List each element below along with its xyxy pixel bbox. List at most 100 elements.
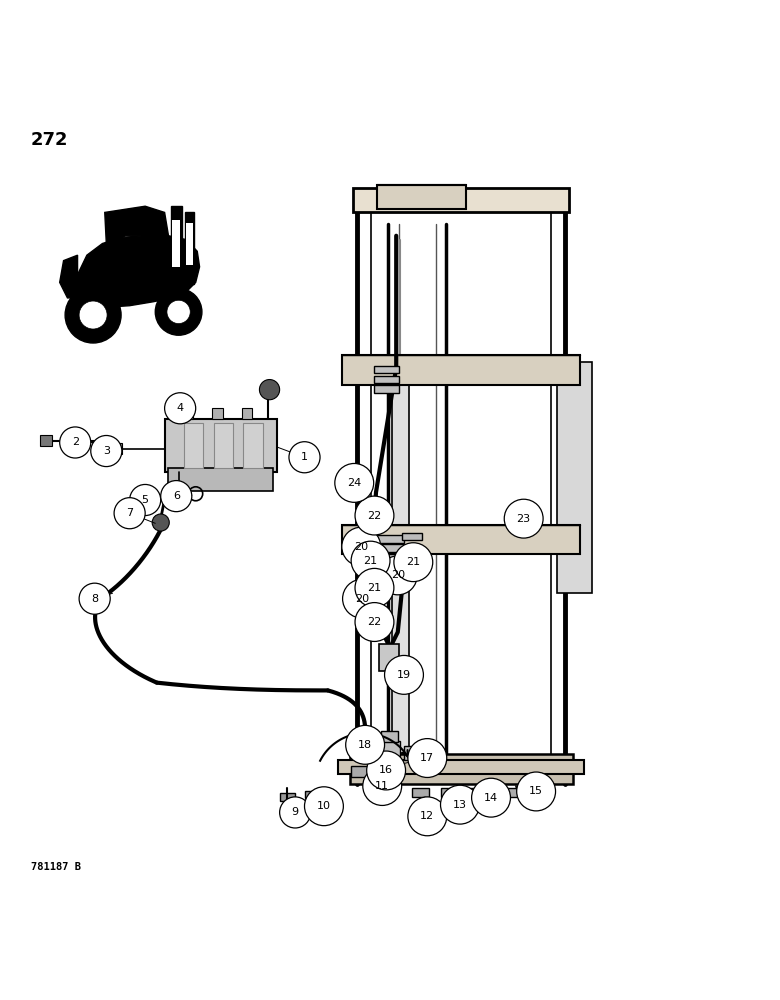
Text: 7: 7	[126, 508, 133, 518]
Text: 19: 19	[397, 670, 411, 680]
Circle shape	[355, 603, 394, 641]
Bar	[41, 435, 52, 446]
Bar	[186, 223, 193, 265]
Text: 12: 12	[420, 811, 434, 821]
Bar	[184, 423, 204, 468]
Text: 20: 20	[354, 542, 368, 552]
Text: 1: 1	[301, 452, 308, 462]
Text: 21: 21	[406, 557, 420, 567]
Text: 272: 272	[31, 131, 69, 149]
Text: 22: 22	[367, 617, 381, 627]
Bar	[557, 362, 592, 593]
Bar	[373, 767, 388, 776]
Bar	[441, 788, 458, 797]
Bar	[212, 408, 223, 419]
Circle shape	[516, 772, 555, 811]
Bar	[379, 644, 399, 671]
Circle shape	[79, 301, 107, 329]
Bar	[338, 760, 584, 774]
Text: 23: 23	[516, 514, 530, 524]
Circle shape	[408, 797, 447, 836]
Bar	[165, 419, 278, 472]
Bar	[402, 533, 422, 540]
Polygon shape	[105, 206, 168, 244]
Text: 6: 6	[172, 491, 179, 501]
Bar	[377, 185, 466, 209]
Circle shape	[351, 541, 390, 580]
Bar	[168, 468, 274, 491]
Text: 9: 9	[292, 807, 299, 817]
Text: 4: 4	[176, 403, 184, 413]
Text: 24: 24	[347, 478, 361, 488]
Circle shape	[60, 427, 90, 458]
Text: 781187 B: 781187 B	[31, 862, 81, 872]
Circle shape	[441, 785, 480, 824]
Text: 20: 20	[391, 570, 405, 580]
Circle shape	[355, 496, 394, 535]
Circle shape	[378, 556, 417, 595]
Bar	[392, 364, 410, 753]
Bar	[172, 488, 186, 497]
Circle shape	[260, 380, 280, 400]
Bar	[349, 754, 573, 784]
Text: 18: 18	[358, 740, 372, 750]
Text: 10: 10	[317, 801, 331, 811]
Circle shape	[504, 499, 543, 538]
Text: 17: 17	[420, 753, 434, 763]
Circle shape	[289, 442, 320, 473]
Circle shape	[79, 583, 110, 614]
Circle shape	[472, 778, 510, 817]
Text: 16: 16	[379, 765, 393, 775]
Text: 21: 21	[367, 583, 381, 593]
Circle shape	[385, 655, 424, 694]
Circle shape	[280, 797, 310, 828]
Circle shape	[90, 435, 122, 467]
Polygon shape	[60, 255, 77, 298]
Circle shape	[342, 527, 381, 566]
Circle shape	[363, 767, 402, 805]
Bar	[242, 408, 253, 419]
Bar	[501, 788, 518, 797]
Bar	[342, 355, 580, 385]
Bar	[353, 188, 569, 212]
Text: 5: 5	[142, 495, 149, 505]
Circle shape	[167, 300, 190, 324]
Bar	[351, 766, 370, 777]
Circle shape	[355, 568, 394, 607]
Bar	[374, 385, 399, 393]
Circle shape	[114, 498, 145, 529]
Bar	[304, 791, 324, 798]
Bar	[374, 535, 404, 543]
Circle shape	[65, 287, 121, 343]
Circle shape	[304, 787, 343, 826]
Text: 20: 20	[355, 594, 369, 604]
Circle shape	[161, 481, 192, 512]
Bar	[470, 788, 488, 797]
Bar	[183, 408, 193, 419]
Text: 8: 8	[91, 594, 98, 604]
Circle shape	[152, 514, 169, 531]
Bar	[280, 793, 295, 801]
Circle shape	[335, 463, 374, 502]
Text: 2: 2	[72, 437, 79, 447]
Bar	[214, 423, 233, 468]
Text: 22: 22	[367, 511, 381, 521]
Circle shape	[394, 543, 433, 582]
Circle shape	[155, 289, 202, 335]
Bar	[404, 746, 426, 760]
Text: 21: 21	[363, 556, 378, 566]
Bar	[412, 788, 429, 797]
Bar	[172, 220, 180, 267]
Bar	[381, 731, 398, 742]
Circle shape	[367, 751, 406, 790]
Text: 11: 11	[375, 781, 389, 791]
Bar	[243, 423, 263, 468]
Bar	[381, 741, 400, 756]
Text: 3: 3	[103, 446, 110, 456]
Polygon shape	[171, 206, 182, 290]
Circle shape	[129, 484, 161, 516]
Circle shape	[165, 393, 196, 424]
Bar	[374, 366, 399, 373]
Circle shape	[342, 579, 381, 618]
Polygon shape	[185, 212, 194, 284]
